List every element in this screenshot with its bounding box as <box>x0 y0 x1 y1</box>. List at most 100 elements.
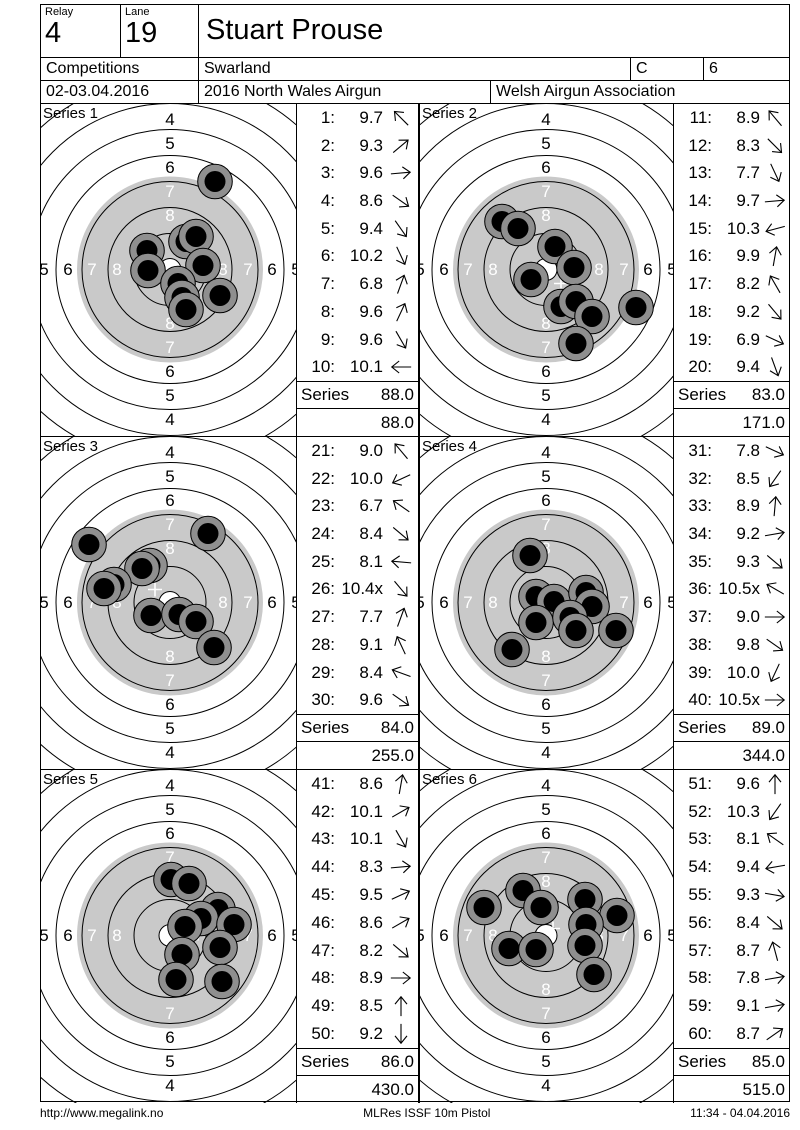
ring-number: 5 <box>420 926 425 945</box>
shot-value: 9.9 <box>736 246 760 266</box>
shot-value: 10.5x <box>718 690 760 710</box>
target-series-6: 445566778855667788 <box>420 770 673 1103</box>
direction-arrow-icon <box>765 334 784 347</box>
shot-row: 44: 8.3 <box>297 853 418 881</box>
direction-arrow-icon <box>767 275 781 294</box>
shot-hole-core <box>501 639 523 660</box>
scoring-ring <box>41 129 296 410</box>
shot-direction <box>383 272 418 296</box>
shot-direction <box>383 244 418 268</box>
shot-direction <box>383 300 418 324</box>
shot-value: 8.2 <box>359 940 383 960</box>
arrow-head <box>401 860 411 874</box>
shot-direction <box>383 217 418 241</box>
shot-direction <box>760 300 789 324</box>
shot-hole-core <box>178 873 200 894</box>
shot-value: 7.7 <box>736 163 760 183</box>
shot-hole <box>71 526 107 563</box>
arrow-head <box>395 302 408 313</box>
shot-direction <box>760 966 789 990</box>
series-total-row: Series 85.0 <box>674 1048 789 1075</box>
shot-hole-core <box>223 914 245 935</box>
cumulative-total-value: 255.0 <box>371 745 414 765</box>
ring-number: 8 <box>165 206 174 225</box>
shot-direction <box>383 633 418 657</box>
shot-row: 12: 8.3 <box>674 132 789 160</box>
shot-row: 7: 6.8 <box>297 270 418 298</box>
shot-value: 9.6 <box>736 773 760 793</box>
shot-row: 20: 9.4 <box>674 353 789 381</box>
shot-hole <box>171 865 207 902</box>
shot-hole <box>204 963 240 1000</box>
series-label: Series 2 <box>422 105 478 122</box>
shot-row: 3: 9.6 <box>297 159 418 187</box>
cumulative-total-row: 171.0 <box>674 408 789 436</box>
shot-value: 9.6 <box>359 301 383 321</box>
arrow-head <box>769 366 782 377</box>
arrow-head <box>394 443 405 454</box>
shot-direction <box>760 189 789 213</box>
scoring-ring <box>81 181 259 358</box>
shot-direction <box>760 883 789 907</box>
report-table: Relay 4 Lane 19 Stuart Prouse Competitio… <box>40 4 790 1103</box>
arrow-head <box>398 530 409 541</box>
arrow-head <box>393 635 406 646</box>
ring-number: 5 <box>541 800 550 819</box>
arrow-shaft <box>391 668 411 677</box>
arrow-head <box>398 947 409 958</box>
shot-number: 54: <box>688 857 712 877</box>
series-total-label: Series <box>301 1052 350 1071</box>
direction-arrow-icon <box>764 693 785 707</box>
shot-hole <box>576 956 612 993</box>
shot-value: 9.6 <box>359 163 383 183</box>
shot-hole <box>491 930 527 967</box>
shot-direction <box>760 855 789 879</box>
ring-number: 7 <box>541 338 550 357</box>
series-total-label: Series <box>678 1052 727 1071</box>
shot-hole <box>178 218 214 255</box>
direction-arrow-icon <box>393 110 409 126</box>
arrow-shaft <box>398 774 403 794</box>
shot-direction <box>383 911 418 935</box>
ring-number: 6 <box>63 593 72 612</box>
shot-direction <box>760 467 789 491</box>
arrow-head <box>775 610 785 624</box>
shot-value: 9.4 <box>359 218 383 238</box>
shot-hole-core <box>574 889 596 910</box>
shot-row: 42: 10.1 <box>297 798 418 826</box>
shot-value: 7.8 <box>736 968 760 988</box>
arrow-shaft <box>767 303 781 320</box>
arrow-shaft <box>395 303 405 322</box>
series-total-row: Series 84.0 <box>297 714 418 741</box>
shot-value: 10.1 <box>349 801 383 821</box>
ring-number: 6 <box>541 1028 550 1047</box>
ring-number: 5 <box>291 260 296 279</box>
shot-direction <box>760 272 789 296</box>
ring-number: 4 <box>541 110 550 129</box>
scoring-ring <box>420 770 673 1102</box>
direction-arrow-icon <box>394 220 408 238</box>
shot-number: 2: <box>320 135 335 155</box>
arrow-shaft <box>392 139 408 153</box>
shot-value: 8.1 <box>736 829 760 849</box>
target-series-2: 445566778855667788 <box>420 104 673 436</box>
shot-value: 7.7 <box>359 607 383 627</box>
shot-value: 9.4 <box>736 357 760 377</box>
shot-direction <box>383 1022 418 1046</box>
shot-number: 34: <box>688 524 712 544</box>
shot-direction <box>760 217 789 241</box>
shot-number: 57: <box>688 940 712 960</box>
ring-number: 7 <box>243 926 252 945</box>
shot-direction <box>383 189 418 213</box>
shot-number: 25: <box>311 551 335 571</box>
shot-direction <box>383 994 418 1018</box>
ring-number: 6 <box>267 260 276 279</box>
shot-list: 1: 9.7 2: 9.3 3: 9.6 4: 8.6 5: 9.4 6: 10.2 7: 6.8 8: 9.… <box>297 104 418 381</box>
direction-arrow-icon <box>769 357 782 377</box>
ring-number: 6 <box>165 695 174 714</box>
shot-row: 2: 9.3 <box>297 132 418 160</box>
cumulative-total-value: 515.0 <box>742 1079 785 1099</box>
shot-direction <box>383 688 418 712</box>
ring-number: 5 <box>165 467 174 486</box>
